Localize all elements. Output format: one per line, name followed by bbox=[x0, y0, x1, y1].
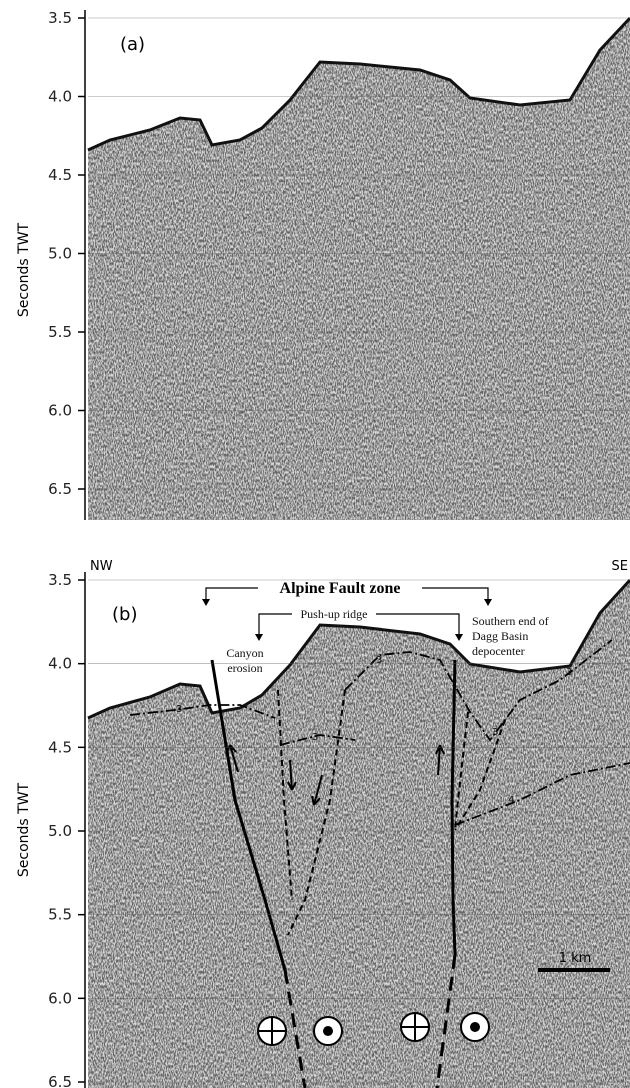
basin-label: depocenter bbox=[472, 644, 525, 658]
horizon-label: 4 bbox=[508, 795, 514, 806]
y-tick-label: 4.5 bbox=[48, 166, 72, 184]
canyon-label: Canyon bbox=[226, 646, 263, 660]
y-tick-label: 5.0 bbox=[48, 245, 72, 263]
direction-label: SE bbox=[612, 559, 628, 574]
horizons bbox=[129, 639, 630, 826]
faults bbox=[210, 659, 506, 1088]
y-tick-label: 4.5 bbox=[48, 738, 72, 756]
horizon-label: 3 bbox=[492, 727, 498, 738]
water-column bbox=[88, 575, 630, 718]
fault-zone-label: Alpine Fault zone bbox=[280, 580, 401, 597]
canyon-label: erosion bbox=[227, 661, 262, 675]
basin-label: Southern end of bbox=[472, 614, 549, 628]
horizon-label: 3 bbox=[376, 655, 382, 666]
y-tick-label: 3.5 bbox=[48, 9, 72, 27]
y-tick-label: 6.5 bbox=[48, 1073, 72, 1088]
seafloor bbox=[87, 578, 630, 720]
panel-label: (a) bbox=[120, 34, 145, 55]
water-column bbox=[88, 18, 630, 150]
y-tick-label: 5.0 bbox=[48, 822, 72, 840]
scale-bar-label: 1 km bbox=[559, 951, 592, 966]
ticks: 3.5 4.0 4.5 5.0 5.5 6.0 6.5 3.5 4.0 4.5 5.0 5.5 6.0 6… bbox=[48, 9, 630, 1088]
y-tick-label: 3.5 bbox=[48, 571, 72, 589]
y-tick-label: 4.0 bbox=[48, 88, 72, 106]
ridge-label: Push-up ridge bbox=[301, 607, 368, 621]
basin-label: Dagg Basin bbox=[472, 629, 528, 643]
seafloor bbox=[87, 16, 630, 152]
y-axis-label: Seconds TWT bbox=[16, 222, 32, 317]
y-tick-label: 5.5 bbox=[48, 323, 72, 341]
horizon-label: 3 bbox=[566, 667, 572, 678]
bracket-arrowheads bbox=[202, 599, 492, 641]
horizon-label: 3 bbox=[312, 732, 318, 743]
y-tick-label: 6.0 bbox=[48, 402, 72, 420]
y-tick-label: 6.0 bbox=[48, 989, 72, 1007]
panel-label: (b) bbox=[112, 604, 137, 625]
horizon-label: 3 bbox=[176, 704, 182, 715]
y-axis-label: Seconds TWT bbox=[16, 782, 32, 877]
direction-label: NW bbox=[90, 559, 113, 574]
y-tick-label: 6.5 bbox=[48, 480, 72, 498]
slip-arrows bbox=[225, 744, 445, 806]
y-tick-label: 4.0 bbox=[48, 655, 72, 673]
horizon-labels: 3 3 3 3 3 4 bbox=[176, 655, 572, 806]
y-tick-label: 5.5 bbox=[48, 906, 72, 924]
slip-symbols bbox=[257, 1012, 490, 1046]
